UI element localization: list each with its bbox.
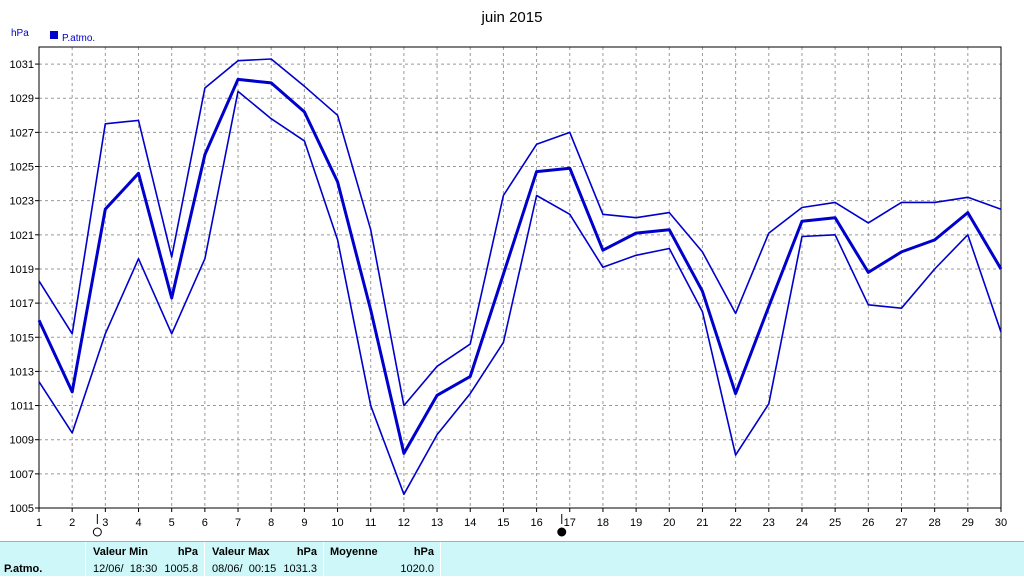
footer-avg-cell: Moyenne hPa 1020.0 (324, 542, 441, 577)
x-tick-label: 22 (729, 517, 741, 529)
min-value: 1005.8 (164, 563, 198, 575)
y-tick-label: 1025 (10, 162, 34, 174)
y-tick-label: 1005 (10, 503, 34, 515)
min-datetime: 12/06/ 18:30 (93, 563, 158, 575)
footer-series-label: P.atmo. (4, 563, 43, 575)
x-tick-label: 3 (102, 517, 108, 529)
x-tick-label: 8 (268, 517, 274, 529)
x-tick-label: 10 (331, 517, 343, 529)
x-tick-label: 29 (962, 517, 974, 529)
first-quarter-moon-icon (92, 527, 102, 537)
plot-frame (38, 46, 1002, 509)
x-tick-label: 18 (597, 517, 609, 529)
max-unit: hPa (296, 546, 317, 558)
y-tick-label: 1015 (10, 332, 34, 344)
footer-max-cell: Valeur Max hPa 08/06/ 00:15 1031.3 (205, 542, 324, 577)
footer-min-cell: Valeur Min hPa 12/06/ 18:30 1005.8 (86, 542, 205, 577)
series-line-mean (37, 77, 1003, 455)
chart-series (37, 58, 1003, 496)
avg-value: 1020.0 (400, 563, 434, 575)
x-tick-label: 6 (202, 517, 208, 529)
x-tick-label: 17 (564, 517, 576, 529)
x-tick-label: 4 (135, 517, 141, 529)
x-tick-label: 30 (995, 517, 1007, 529)
x-tick-label: 13 (431, 517, 443, 529)
avg-unit: hPa (413, 546, 434, 558)
max-datetime: 08/06/ 00:15 (212, 563, 277, 575)
x-tick-label: 2 (69, 517, 75, 529)
y-tick-label: 1029 (10, 93, 34, 105)
y-tick-label: 1021 (10, 230, 34, 242)
x-tick-label: 20 (663, 517, 675, 529)
x-tick-label: 21 (696, 517, 708, 529)
new-moon-icon (557, 527, 567, 537)
x-tick-label: 1 (36, 517, 42, 529)
y-axis-unit: hPa (11, 28, 29, 39)
x-tick-label: 7 (235, 517, 241, 529)
y-tick-label: 1031 (10, 59, 34, 71)
avg-header: Moyenne (330, 546, 378, 558)
x-tick-label: 11 (365, 517, 376, 529)
x-tick-label: 28 (929, 517, 941, 529)
x-tick-label: 26 (862, 517, 874, 529)
x-tick-label: 14 (464, 517, 476, 529)
chart-grid (39, 47, 1001, 508)
pressure-chart: 1 2 3 4 5 6 7 8 9 10 11 12 13 14 15 16 17 18 19 20 21 22 23 24 2… (10, 9, 1007, 537)
y-tick-label: 1017 (10, 298, 34, 310)
x-tick-label: 12 (398, 517, 410, 529)
chart-axes: 1 2 3 4 5 6 7 8 9 10 11 12 13 14 15 16 17 18 19 20 21 22 23 24 2… (10, 59, 1007, 537)
x-tick-label: 16 (530, 517, 542, 529)
max-header: Valeur Max (212, 546, 270, 558)
y-tick-label: 1011 (10, 401, 34, 413)
footer-label-cell: P.atmo. (0, 542, 86, 577)
x-tick-label: 25 (829, 517, 841, 529)
legend-swatch (50, 31, 58, 39)
y-tick-label: 1009 (10, 435, 34, 447)
stats-footer: P.atmo. Valeur Min hPa 12/06/ 18:30 1005… (0, 541, 1024, 577)
max-value: 1031.3 (283, 563, 317, 575)
x-tick-label: 15 (497, 517, 509, 529)
y-tick-label: 1019 (10, 264, 34, 276)
y-tick-label: 1007 (10, 469, 34, 481)
x-tick-label: 27 (895, 517, 907, 529)
x-tick-label: 5 (169, 517, 175, 529)
y-tick-label: 1013 (10, 366, 34, 378)
x-tick-label: 24 (796, 517, 808, 529)
y-tick-label: 1027 (10, 127, 34, 139)
x-tick-label: 9 (301, 517, 307, 529)
chart-title: juin 2015 (481, 9, 543, 26)
y-tick-label: 1023 (10, 196, 34, 208)
series-line-max (38, 58, 1002, 407)
x-tick-label: 23 (763, 517, 775, 529)
min-header: Valeur Min (93, 546, 149, 558)
legend-label: P.atmo. (62, 33, 95, 44)
min-unit: hPa (177, 546, 198, 558)
x-tick-label: 19 (630, 517, 642, 529)
series-line-min (38, 90, 1002, 496)
